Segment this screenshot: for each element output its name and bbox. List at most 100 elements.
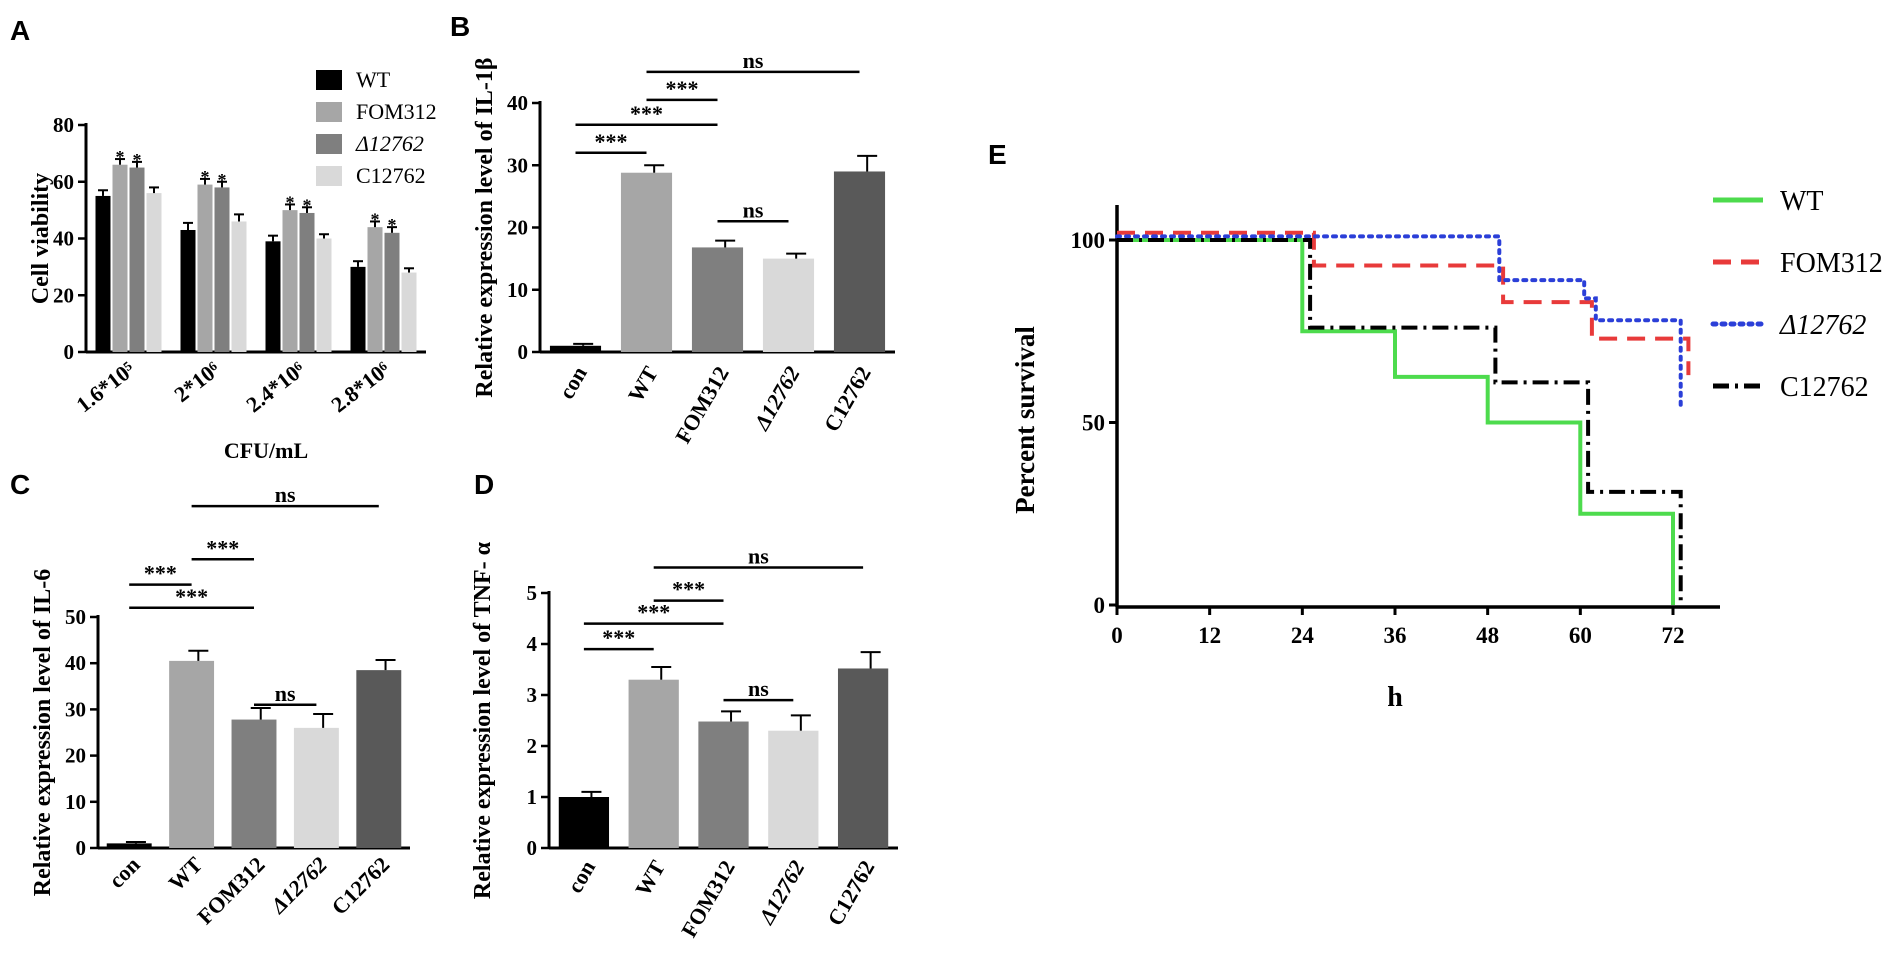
x-tick-label-fom312: FOM312 [676, 856, 740, 942]
panel-a-y-tick-label: 80 [53, 113, 74, 137]
bar-12762-1 [214, 187, 230, 352]
x-tick-label-wt: WT [630, 856, 670, 901]
legend-label-12762: Δ12762 [355, 131, 424, 156]
significance-star: * [218, 170, 227, 190]
survival-curve-c12762 [1117, 238, 1683, 605]
significance-star: * [286, 192, 295, 212]
survival-curve-wt [1117, 238, 1675, 605]
bar-c12762-1 [231, 221, 247, 352]
panel-e-x-tick-label: 12 [1198, 623, 1221, 648]
panel-c-y-tick-label: 20 [65, 744, 86, 768]
significance-star: * [133, 150, 142, 170]
bar-con [106, 843, 152, 848]
x-tick-label: 2.8*10⁶ [326, 356, 395, 417]
bar-wt-0 [95, 195, 111, 352]
legend-swatch-wt [316, 70, 342, 90]
panel-e-chart: 0 50 100 0 12 24 36 48 60 72 Percent survival h WT FO… [1010, 186, 1883, 713]
x-tick-label-12762: Δ12762 [265, 852, 332, 919]
panel-a-y-tick-label: 20 [53, 283, 74, 307]
significance-star: * [388, 215, 397, 235]
bar-fom312-0 [112, 164, 128, 352]
panel-d-y-axis-label: Relative expression level of TNF- α [470, 541, 496, 899]
bar-wt [169, 660, 215, 848]
panel-b-y-tick-label: 0 [518, 340, 529, 364]
panel-label-e: E [988, 139, 1007, 170]
bar-c12762 [356, 670, 402, 848]
significance-star: * [371, 209, 380, 229]
significance-label-0: *** [602, 625, 635, 650]
panel-b-y-tick-label: 20 [507, 216, 528, 240]
bar-wt-2 [265, 241, 281, 352]
legend-swatch-fom312 [316, 102, 342, 122]
panel-d-chart: 0 1 2 3 4 5 Relative expression level of TNF- … [470, 541, 898, 942]
panel-c-y-tick-label: 40 [65, 651, 86, 675]
panel-e-y-tick-label: 100 [1071, 228, 1106, 253]
bar-c12762-0 [146, 193, 162, 352]
panel-e-x-tick-label: 24 [1291, 623, 1315, 648]
bar-wt [628, 679, 679, 848]
bar-12762-2 [299, 212, 315, 352]
panel-e-x-tick-label: 36 [1384, 623, 1407, 648]
bar-12762 [293, 727, 339, 848]
legend-label-c12762: C12762 [356, 163, 426, 188]
panel-b-y-tick-label: 10 [507, 278, 528, 302]
significance-label-3: ns [743, 197, 764, 222]
legend-label-wt: WT [1780, 186, 1824, 217]
panel-c-y-tick-label: 0 [76, 836, 87, 860]
panel-d-y-tick-label: 4 [527, 632, 538, 656]
x-tick-label-wt: WT [623, 362, 663, 407]
panel-e-y-tick-label: 50 [1082, 411, 1105, 436]
bar-12762 [762, 258, 815, 352]
legend-label-12762: Δ12762 [1779, 310, 1866, 341]
bar-c12762-3 [401, 272, 417, 352]
panel-d-y-tick-label: 0 [527, 836, 538, 860]
legend-label-fom312: FOM312 [1780, 248, 1883, 279]
survival-curve-fom312 [1117, 230, 1691, 376]
bar-c12762-2 [316, 238, 332, 352]
significance-label-1: *** [175, 584, 208, 609]
panel-d-y-tick-label: 1 [527, 785, 538, 809]
significance-label-4: ns [743, 48, 764, 73]
x-tick-label: 1.6*10⁵ [71, 356, 140, 417]
panel-c-y-tick-label: 50 [65, 605, 86, 629]
panel-label-a: A [10, 15, 30, 46]
panel-c-y-tick-label: 30 [65, 697, 86, 721]
x-tick-label-con: con [562, 856, 600, 897]
panel-b-y-tick-label: 30 [507, 153, 528, 177]
bar-con [558, 797, 610, 848]
significance-label-0: *** [595, 129, 628, 154]
x-tick-label-con: con [104, 852, 145, 893]
significance-label-2: *** [672, 577, 705, 602]
panel-label-d: D [474, 469, 494, 500]
panel-a-chart: 0 20 40 60 80 Cell viability * * 1.6*10⁵ * * 2*10⁶ *… [28, 67, 437, 463]
panel-a-y-tick-label: 0 [64, 340, 75, 364]
panel-c-y-axis-label: Relative expression level of IL-6 [30, 569, 56, 897]
bar-fom312-2 [282, 210, 298, 352]
bar-fom312-1 [197, 184, 213, 352]
significance-label-4: ns [275, 482, 296, 507]
legend-label-c12762: C12762 [1780, 372, 1869, 403]
legend-swatch-c12762 [316, 166, 342, 186]
panel-e-x-tick-label: 48 [1476, 623, 1499, 648]
bar-con [549, 345, 602, 352]
panel-b-chart: 0 10 20 30 40 Relative expression level of IL… [472, 48, 895, 448]
panel-c-y-tick-label: 10 [65, 790, 86, 814]
panel-d-y-tick-label: 2 [527, 734, 538, 758]
x-tick-label-fom312: FOM312 [670, 362, 734, 448]
x-tick-label-12762: Δ12762 [753, 856, 810, 929]
bar-fom312 [231, 719, 277, 848]
x-tick-label-con: con [554, 362, 592, 403]
x-tick-label: 2.4*10⁶ [241, 356, 310, 417]
x-tick-label-12762: Δ12762 [748, 362, 805, 435]
panel-d-y-tick-label: 3 [527, 683, 538, 707]
x-tick-label-c12762: C12762 [327, 852, 395, 920]
significance-label-0: *** [144, 561, 177, 586]
significance-label-1: *** [630, 101, 663, 126]
significance-label-4: ns [748, 544, 769, 569]
panel-e-x-axis-label: h [1387, 682, 1403, 713]
significance-star: * [201, 167, 210, 187]
significance-label-3: ns [275, 681, 296, 706]
bar-c12762 [837, 668, 889, 848]
panel-e-y-tick-label: 0 [1094, 593, 1106, 618]
